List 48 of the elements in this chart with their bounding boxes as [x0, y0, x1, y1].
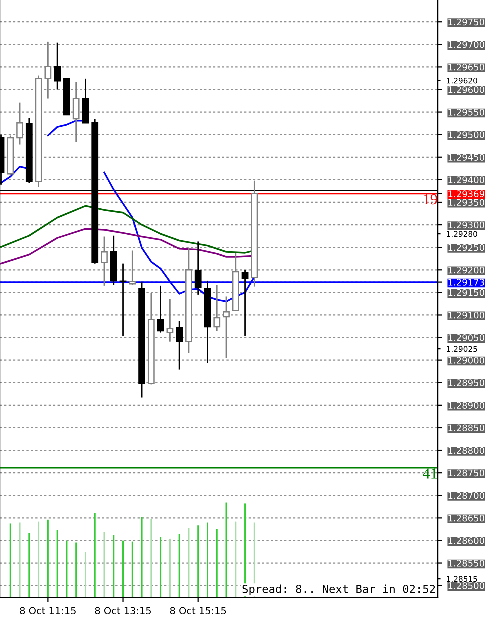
y-tick-label: 1.29650 [448, 64, 484, 71]
y-tick-label: 1.28600 [448, 537, 484, 544]
y-tick-label: 1.28650 [448, 514, 484, 522]
candlestick [194, 241, 202, 296]
candlestick [44, 41, 52, 100]
y-tick-label: 1.29250 [448, 244, 484, 252]
y-tick-label: 1.29400 [448, 176, 484, 184]
candlestick [242, 269, 249, 337]
y-tick-label: 1.29700 [448, 41, 484, 48]
y-tick-label: 1.28700 [448, 492, 484, 500]
y-tick-label: 1.29450 [448, 154, 484, 161]
y-tick-label: 1.28950 [448, 380, 484, 386]
candlestick [16, 102, 24, 146]
y-tick-label: 1.29550 [448, 109, 484, 116]
y-tick-label: 1.28750 [448, 470, 484, 477]
candlestick [72, 81, 80, 143]
y-tick-label: 1.29150 [448, 289, 484, 296]
annotation: Spread: 8.. Next Bar in 02:52 [242, 584, 436, 596]
y-tick-label: 1.29500 [448, 132, 484, 138]
candlestick [157, 285, 164, 334]
candlestick [120, 263, 127, 337]
x-tick-label: 8 Oct 15:15 [170, 607, 226, 615]
candlestick [176, 320, 184, 370]
candlestick [214, 284, 221, 332]
candlestick [54, 42, 62, 90]
y-tick-label: 1.28500 [448, 582, 484, 590]
y-tick-label: 1.29000 [448, 357, 484, 364]
candlestick [101, 236, 108, 287]
candlestick [223, 296, 230, 359]
x-tick-label: 8 Oct 11:15 [20, 607, 76, 615]
y-tick-label: 1.28800 [448, 447, 484, 454]
candlestick [129, 250, 136, 286]
annotation: 19 [424, 194, 438, 205]
y-tick-label: 1.28550 [448, 560, 484, 567]
x-tick-label: 8 Oct 13:15 [95, 607, 152, 615]
y-tick-label: 1.28900 [448, 402, 484, 409]
y-tick-label: 1.29369 [448, 190, 484, 198]
y-tick-label: 1.29100 [448, 312, 484, 319]
y-tick-label: 1.29300 [448, 222, 484, 229]
y-tick-label: 1.28850 [448, 424, 484, 432]
y-tick-label: 1.29750 [448, 18, 484, 26]
y-tick-label: 1.29173 [448, 279, 484, 286]
y-tick-label: 1.29350 [448, 199, 484, 206]
y-tick-label: 1.29200 [448, 266, 484, 274]
candlestick [166, 298, 174, 343]
y-tick-label: 1.29600 [448, 86, 484, 94]
annotation: 41 [423, 468, 438, 479]
y-tick-label: 1.29050 [448, 334, 484, 342]
